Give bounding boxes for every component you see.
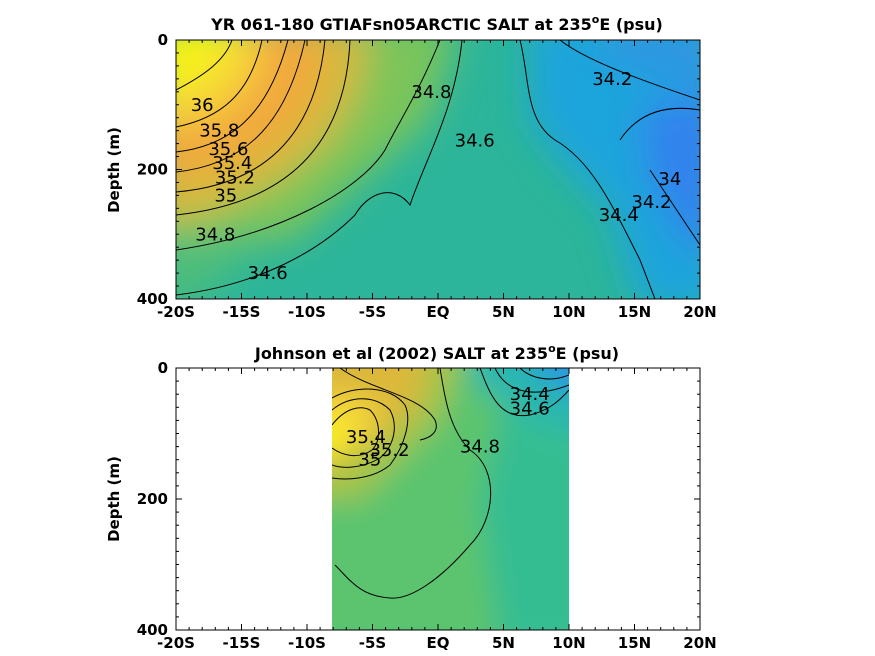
- x-tick-label: -20S: [157, 303, 195, 321]
- panel-bottom-colorfield: [332, 368, 569, 630]
- panel-bottom-ylabel: Depth (m): [105, 456, 123, 542]
- x-tick-label: 10N: [552, 303, 585, 321]
- contour-label: 35.8: [199, 121, 239, 142]
- panel-top-contours: [176, 40, 700, 299]
- y-tick-label: 200: [137, 161, 168, 179]
- panel-bottom: Johnson et al (2002) SALT at 235oE (psu): [105, 342, 717, 652]
- y-tick-label: 0: [158, 31, 168, 49]
- x-tick-label: -10S: [288, 303, 326, 321]
- y-tick-label: 400: [137, 621, 168, 639]
- contour-label: 35.4: [346, 427, 386, 448]
- x-tick-label: 5N: [492, 303, 515, 321]
- x-tick-label: 10N: [552, 634, 585, 652]
- contour-label: 35.4: [212, 153, 252, 174]
- contour-label: 34.8: [460, 437, 500, 458]
- contour-label: 34.8: [195, 224, 235, 245]
- x-tick-label: 20N: [683, 634, 716, 652]
- contour-label: 35.6: [208, 139, 248, 160]
- x-tick-label: -5S: [359, 634, 386, 652]
- x-tick-label: -10S: [288, 634, 326, 652]
- panel-bottom-contour-labels: 34.434.6 35.435.235 34.8: [346, 384, 550, 471]
- contour-label: 35.2: [369, 440, 409, 461]
- x-tick-label: 5N: [492, 634, 515, 652]
- x-tick-label: EQ: [427, 303, 450, 321]
- contour-label: 34.8: [411, 82, 451, 103]
- panel-bottom-ticks: -20S -15S -10S -5S EQ 5N 10N 15N 20N 0 200 400: [137, 359, 717, 652]
- contour-label: 35: [214, 185, 237, 206]
- panel-bottom-title: Johnson et al (2002) SALT at 235oE (psu): [254, 342, 619, 363]
- panel-top-title: YR 061-180 GTIAFsn05ARCTIC SALT at 235oE…: [210, 13, 663, 34]
- x-tick-label: -5S: [359, 303, 386, 321]
- contour-label: 34.2: [631, 192, 671, 213]
- contour-label: 35.2: [215, 167, 255, 188]
- contour-label: 35: [358, 450, 381, 471]
- y-tick-label: 400: [137, 290, 168, 308]
- x-tick-label: -15S: [223, 303, 261, 321]
- contour-label: 34.6: [248, 263, 288, 284]
- panel-top-ticks: -20S -15S -10S -5S EQ 5N 10N 15N 20N 0 200 400: [137, 31, 717, 321]
- contour-label: 34.4: [510, 384, 550, 405]
- y-tick-label: 0: [158, 359, 168, 377]
- y-tick-label: 200: [137, 490, 168, 508]
- contour-label: 34.6: [455, 130, 495, 151]
- contour-label: 34.6: [510, 399, 550, 420]
- x-tick-label: 15N: [618, 634, 651, 652]
- panel-top: YR 061-180 GTIAFsn05ARCTIC SALT at 235oE…: [105, 13, 717, 321]
- panel-bottom-contours: [332, 368, 569, 599]
- panel-top-colorfield: [176, 40, 700, 299]
- contour-label: 34.2: [592, 69, 632, 90]
- x-tick-label: -20S: [157, 634, 195, 652]
- panel-top-ylabel: Depth (m): [105, 127, 123, 213]
- x-tick-label: EQ: [427, 634, 450, 652]
- contour-label: 34.4: [599, 205, 639, 226]
- contour-label: 34: [658, 169, 681, 190]
- x-tick-label: 15N: [618, 303, 651, 321]
- panel-top-contour-labels: 36 35.835.635.435.235 34.8 34.6 34.8 34.6 34.2…: [191, 69, 682, 284]
- x-tick-label: -15S: [223, 634, 261, 652]
- x-tick-label: 20N: [683, 303, 716, 321]
- contour-label: 36: [191, 95, 214, 116]
